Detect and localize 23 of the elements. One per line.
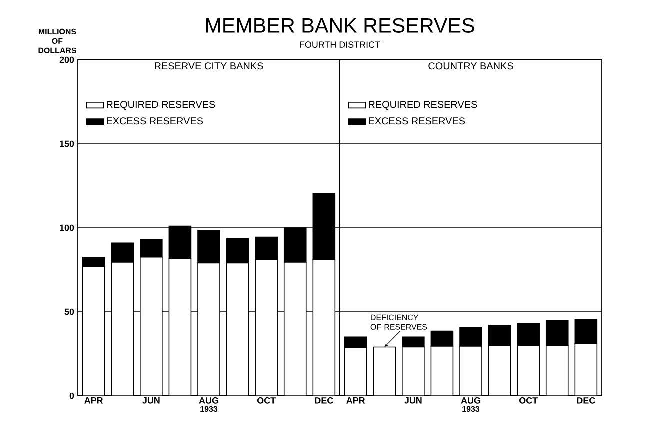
legend-label: REQUIRED RESERVES: [369, 101, 478, 110]
chart-title: RESERVE CITY BANKS: [155, 62, 264, 70]
x-tick-label: AUG: [199, 398, 218, 404]
legend-label: REQUIRED RESERVES: [107, 101, 216, 110]
x-tick-label: APR: [84, 398, 104, 404]
y-tick-label: 200: [60, 56, 74, 64]
y-tick-label: 50: [64, 308, 74, 316]
y-tick-label: 150: [60, 140, 74, 148]
x-tick-label: OCT: [519, 398, 538, 404]
text: MEMBER BANK RESERVES: [206, 18, 474, 33]
x-tick-label: APR: [346, 398, 366, 404]
legend-label: EXCESS RESERVES: [107, 118, 204, 125]
x-tick-label: OCT: [257, 398, 276, 404]
x-tick-label: DEC: [315, 398, 334, 404]
legend-label: EXCESS RESERVES: [369, 118, 466, 125]
x-tick-label: JUN: [404, 398, 422, 404]
y-tick-label: 100: [60, 224, 74, 232]
chart-title: COUNTRY BANKS: [428, 62, 514, 70]
x-tick-label: AUG: [461, 398, 480, 404]
x-tick-label: JUN: [142, 398, 160, 404]
text: FOURTH DISTRICT: [300, 42, 380, 48]
x-tick-label: DEC: [577, 398, 596, 404]
y-tick-label: 0: [70, 392, 74, 400]
